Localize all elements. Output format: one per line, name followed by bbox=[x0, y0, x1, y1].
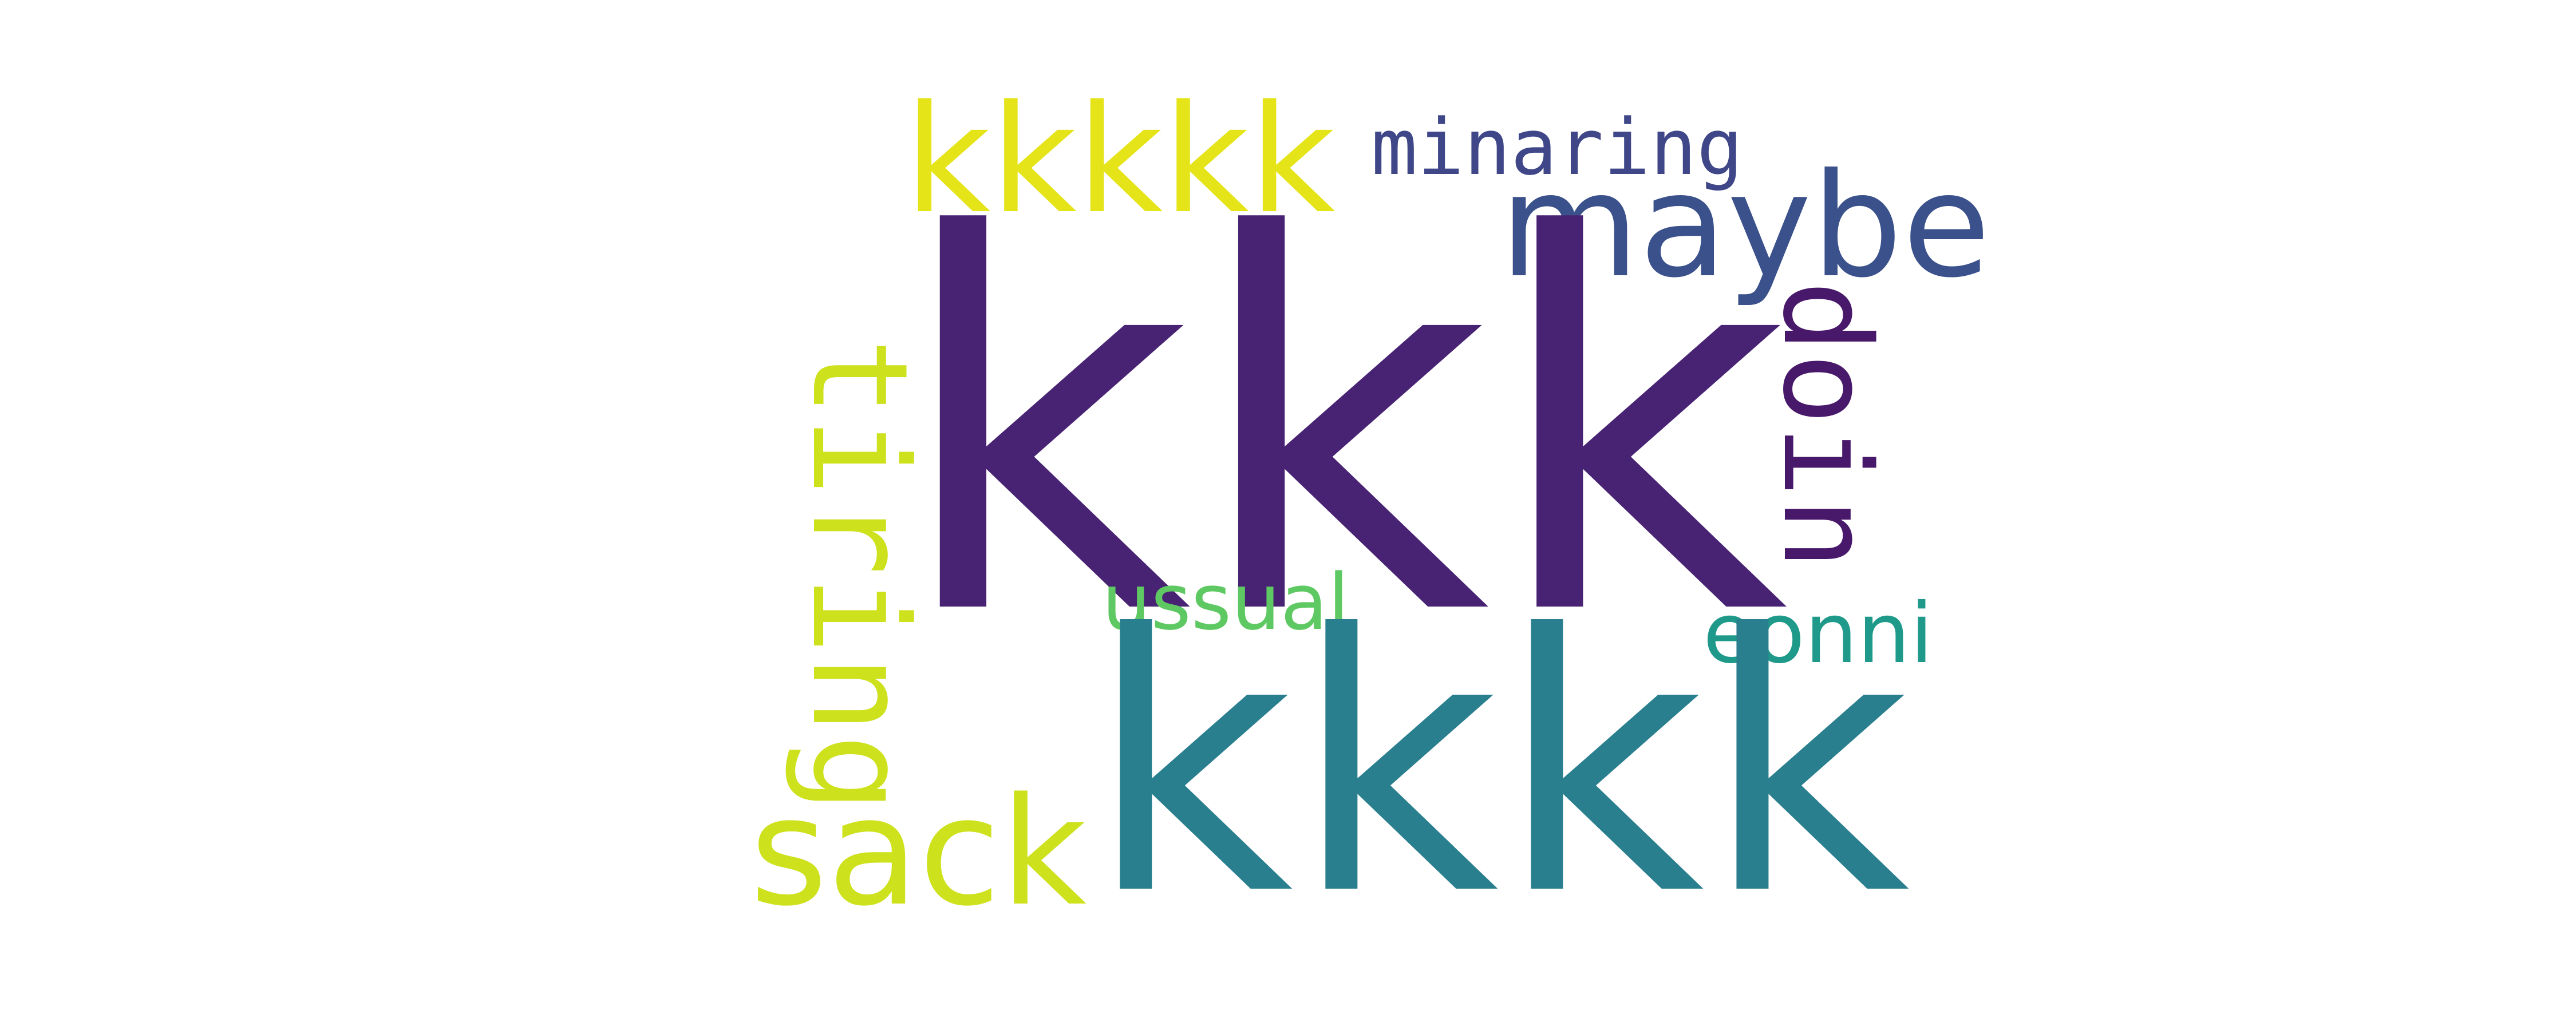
word-kkkkk: kkkkk bbox=[904, 74, 1336, 247]
word-maybe: maybe bbox=[1500, 142, 1991, 309]
word-tiring: tiring bbox=[783, 338, 935, 813]
word-minaring: minaring bbox=[1371, 102, 1744, 192]
word-sack: sack bbox=[750, 766, 1087, 939]
word-ussual: ussual bbox=[1102, 557, 1350, 647]
word-kkkk: kkkk bbox=[1088, 560, 1910, 973]
word-kkk: kkk bbox=[893, 129, 1788, 728]
word-eonni: eonni bbox=[1703, 585, 1934, 682]
word-doin: doin bbox=[1756, 280, 1897, 570]
